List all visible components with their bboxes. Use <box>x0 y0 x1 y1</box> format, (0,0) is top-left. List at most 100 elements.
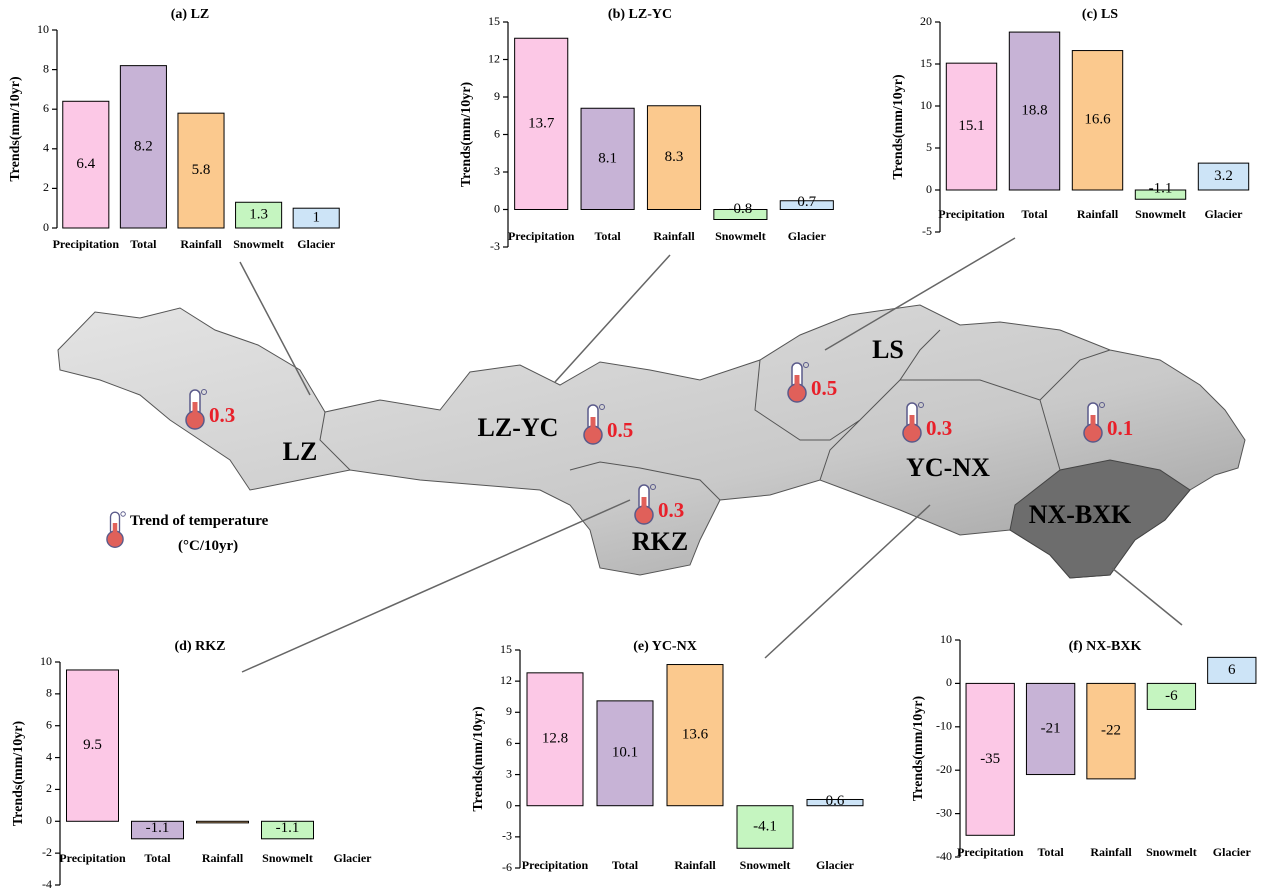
value-label: -4.1 <box>753 818 777 834</box>
thermometer-icon <box>787 362 809 403</box>
value-label: -1.1 <box>146 820 170 836</box>
chart: 0 2 4 6 8 10 Trends(mm/10yr) (a) LZ Precipitatio… <box>8 7 340 251</box>
chart: -40 -30 -20 -10 0 10 Trends(mm/10yr) (f) NX-BXK… <box>911 632 1257 863</box>
thermometer-icon <box>902 402 924 443</box>
value-label: 15.1 <box>958 118 984 134</box>
bar <box>1134 189 1187 200</box>
bar <box>1146 682 1197 710</box>
thermo-level <box>909 415 915 431</box>
legend-unit: (°C/10yr) <box>178 538 238 554</box>
region-label: LZ <box>283 437 318 466</box>
x-tick-label: Precipitation <box>522 858 589 872</box>
y-tick-label: 4 <box>43 141 49 155</box>
value-label: 8.3 <box>665 149 684 165</box>
x-tick-label: Glacier <box>334 851 373 865</box>
y-tick-label: -6 <box>502 860 512 874</box>
bar <box>1025 682 1076 776</box>
value-label: -6 <box>1165 688 1178 704</box>
value-label: -35 <box>980 751 1000 767</box>
y-tick-label: -5 <box>922 224 932 238</box>
value-label: 3.2 <box>1214 168 1233 184</box>
temperature-trend: 0.3 <box>926 416 952 440</box>
value-label: 6.4 <box>76 156 95 172</box>
connector <box>764 504 931 659</box>
y-tick-label: 10 <box>40 654 52 668</box>
value-label: 10.1 <box>612 745 638 761</box>
y-tick-label: 4 <box>46 749 52 763</box>
bar <box>261 820 314 840</box>
bar <box>646 105 702 210</box>
y-tick-label: 10 <box>37 22 49 36</box>
region-label: LZ-YC <box>478 413 559 442</box>
chart: -6 -3 0 3 6 9 12 15 Trends(mm/10yr) (e) YC-NX Prec… <box>471 639 864 874</box>
bar <box>1086 682 1136 780</box>
temperature-trend: 0.5 <box>811 376 837 400</box>
connector <box>824 237 1016 351</box>
thermometer-icon <box>1083 402 1105 443</box>
connector <box>554 254 671 383</box>
x-tick-label: Glacier <box>816 858 855 872</box>
y-tick-label: 2 <box>43 180 49 194</box>
connector <box>239 261 311 396</box>
y-tick-label: 3 <box>494 164 500 178</box>
y-tick-label: 0 <box>506 797 512 811</box>
bar <box>196 820 249 824</box>
thermo-knob <box>650 484 656 490</box>
x-tick-label: Glacier <box>1213 845 1252 859</box>
y-axis-label: Trends(mm/10yr) <box>459 82 474 188</box>
x-tick-label: Snowmelt <box>740 858 791 872</box>
x-tick-label: Precipitation <box>508 229 575 243</box>
chart-title: (e) YC-NX <box>633 639 697 654</box>
y-tick-label: 10 <box>940 632 952 646</box>
bar <box>666 664 724 807</box>
x-tick-label: Rainfall <box>1090 845 1132 859</box>
x-tick-label: Rainfall <box>202 851 244 865</box>
x-tick-label: Precipitation <box>938 207 1005 221</box>
bar <box>526 672 584 807</box>
bar <box>1008 31 1061 191</box>
temperature-trend: 0.5 <box>607 418 633 442</box>
y-tick-label: -3 <box>502 829 512 843</box>
x-tick-label: Total <box>144 851 171 865</box>
connector <box>1111 567 1183 626</box>
x-tick-label: Total <box>612 858 639 872</box>
thermometer-icon <box>583 404 605 445</box>
bar <box>1207 656 1257 684</box>
x-tick-label: Snowmelt <box>715 229 766 243</box>
thermo-knob <box>120 511 126 517</box>
value-label: 1.3 <box>249 207 268 223</box>
chart-title: (d) RKZ <box>175 639 226 654</box>
x-tick-label: Rainfall <box>1077 207 1119 221</box>
bar <box>736 805 794 849</box>
bar <box>119 65 167 229</box>
y-tick-label: 6 <box>506 735 512 749</box>
y-tick-label: 0 <box>43 220 49 234</box>
thermometer-icon <box>634 484 656 525</box>
bar <box>965 682 1015 836</box>
chart-title: (f) NX-BXK <box>1069 639 1142 654</box>
thermo-knob <box>201 389 207 395</box>
value-label: -1.1 <box>276 820 300 836</box>
thermo-knob <box>803 362 809 368</box>
value-label: 13.6 <box>682 727 709 743</box>
y-axis-label: Trends(mm/10yr) <box>891 74 906 180</box>
map <box>57 304 1246 579</box>
bar <box>292 207 340 229</box>
region-label: LS <box>872 335 904 364</box>
y-tick-label: 20 <box>920 14 932 28</box>
x-tick-label: Rainfall <box>674 858 716 872</box>
bar <box>131 820 184 840</box>
y-tick-label: 9 <box>494 89 500 103</box>
x-tick-label: Glacier <box>1205 207 1244 221</box>
bar <box>1197 162 1250 191</box>
map-annotations: LZ 0.3 LZ-YC 0.5 LS 0.5 RKZ 0.3 YC-NX 0.3 NX-BXK 0.… <box>106 335 1133 556</box>
y-tick-label: 6 <box>43 101 49 115</box>
value-label: -21 <box>1041 720 1061 736</box>
temperature-trend: 0.3 <box>209 403 235 427</box>
y-axis-label: Trends(mm/10yr) <box>471 706 486 812</box>
y-axis-label: Trends(mm/10yr) <box>8 76 23 182</box>
bar <box>62 100 110 229</box>
connectors <box>239 237 1183 673</box>
x-tick-label: Snowmelt <box>262 851 313 865</box>
